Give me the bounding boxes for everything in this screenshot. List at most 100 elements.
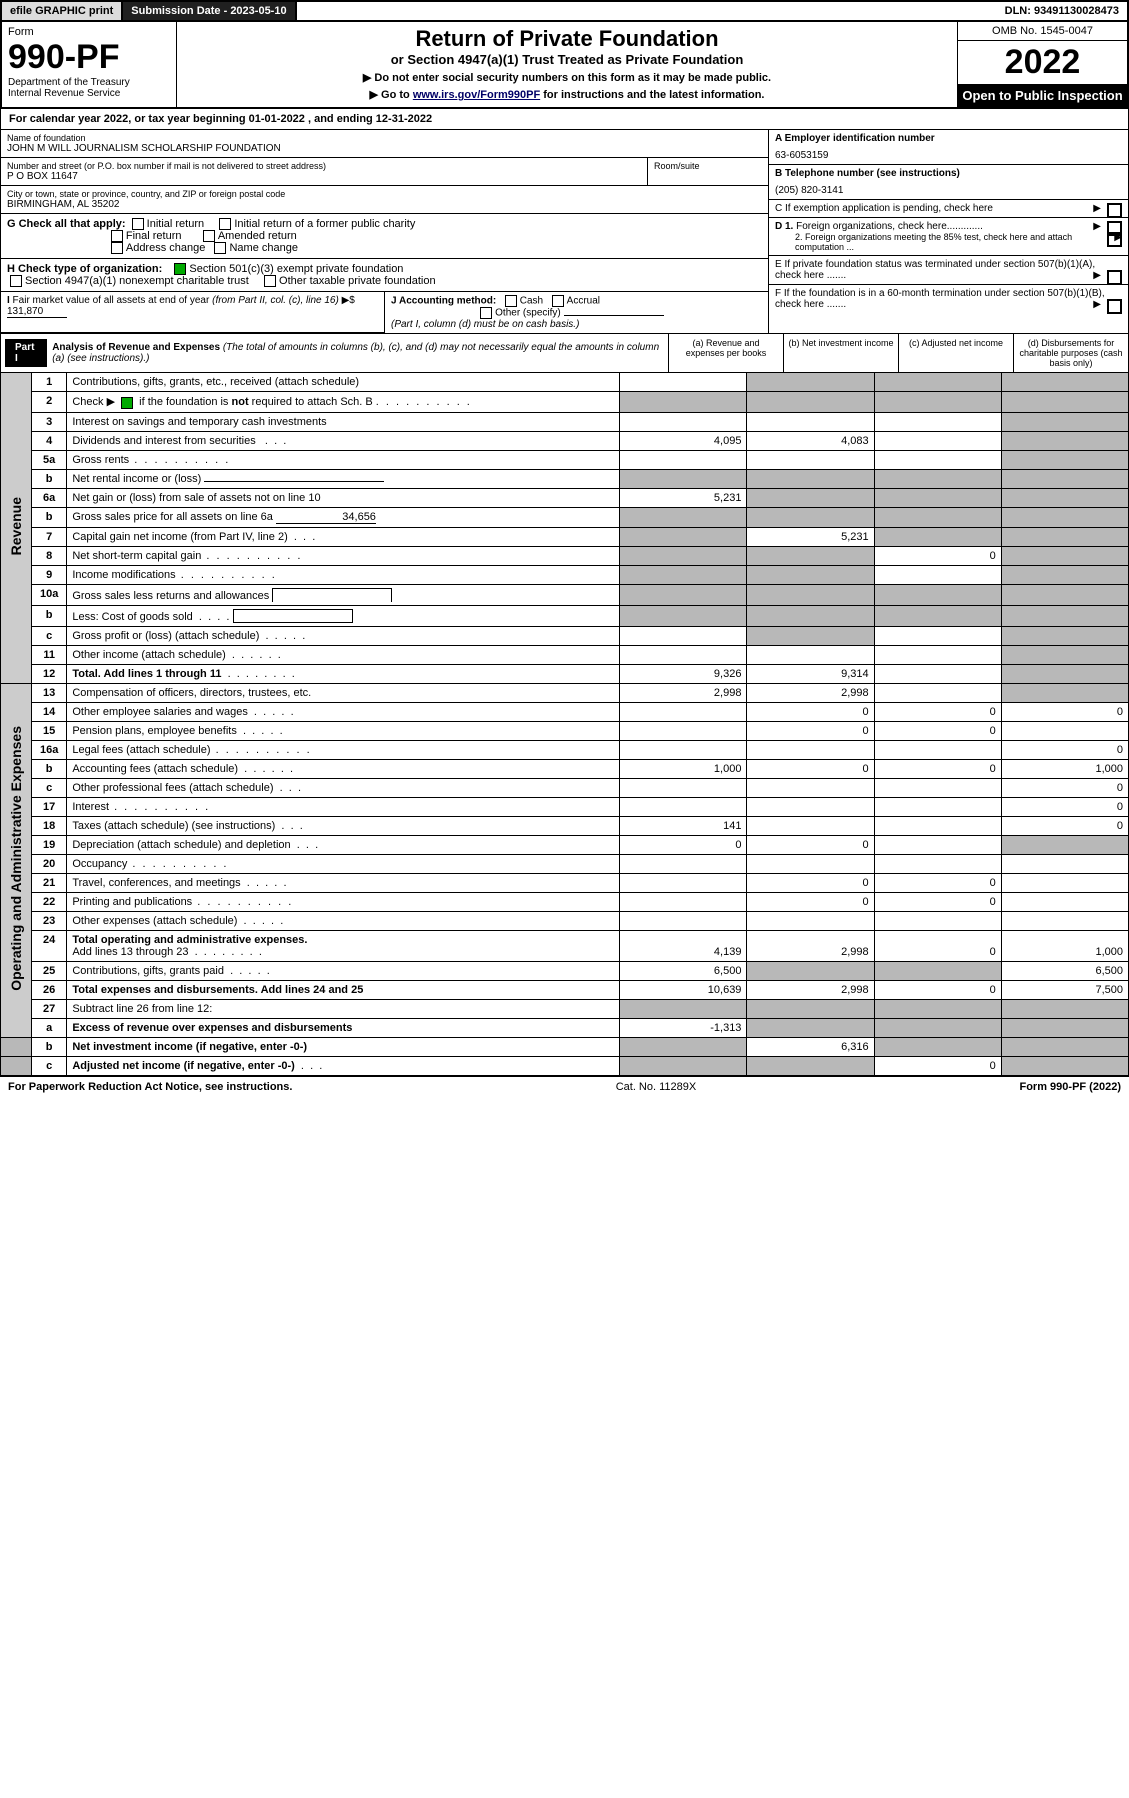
col-b-header: (b) Net investment income xyxy=(783,334,898,372)
opt-amended: Amended return xyxy=(218,230,297,242)
form-header: Form 990-PF Department of the Treasury I… xyxy=(0,22,1129,109)
footer-left: For Paperwork Reduction Act Notice, see … xyxy=(8,1081,292,1093)
opt-final: Final return xyxy=(126,230,182,242)
chk-schb[interactable] xyxy=(121,397,133,409)
part1-title: Analysis of Revenue and Expenses xyxy=(52,342,220,353)
address-value: P O BOX 11647 xyxy=(7,171,641,182)
l11: Other income (attach schedule) . . . . .… xyxy=(67,645,620,664)
d1-label: Foreign organizations, check here.......… xyxy=(796,221,983,232)
l4: Dividends and interest from securities .… xyxy=(67,431,620,450)
l14: Other employee salaries and wages . . . … xyxy=(67,702,620,721)
l24: Total operating and administrative expen… xyxy=(67,930,620,961)
l27b: Net investment income (if negative, ente… xyxy=(67,1037,620,1056)
l27c-c: 0 xyxy=(874,1056,1001,1075)
l15-c: 0 xyxy=(874,721,1001,740)
l25: Contributions, gifts, grants paid . . . … xyxy=(67,961,620,980)
col-d-header: (d) Disbursements for charitable purpose… xyxy=(1013,334,1128,372)
room-label: Room/suite xyxy=(654,161,762,171)
l27b-b: 6,316 xyxy=(747,1037,874,1056)
col-a-header: (a) Revenue and expenses per books xyxy=(668,334,783,372)
opt-501c3: Section 501(c)(3) exempt private foundat… xyxy=(189,263,403,275)
l18-d: 0 xyxy=(1001,816,1128,835)
chk-amended[interactable] xyxy=(203,230,215,242)
l16c-d: 0 xyxy=(1001,778,1128,797)
l16b-b: 0 xyxy=(747,759,874,778)
l16b: Accounting fees (attach schedule) . . . … xyxy=(67,759,620,778)
l22-c: 0 xyxy=(874,892,1001,911)
page-footer: For Paperwork Reduction Act Notice, see … xyxy=(0,1076,1129,1097)
chk-initial-former[interactable] xyxy=(219,218,231,230)
irs-link[interactable]: www.irs.gov/Form990PF xyxy=(413,89,540,101)
address-label: Number and street (or P.O. box number if… xyxy=(7,161,641,171)
l17-d: 0 xyxy=(1001,797,1128,816)
chk-c[interactable] xyxy=(1107,203,1122,218)
chk-accrual[interactable] xyxy=(552,295,564,307)
g-label: G Check all that apply: xyxy=(7,218,126,230)
chk-name-change[interactable] xyxy=(214,242,226,254)
open-public: Open to Public Inspection xyxy=(958,84,1127,107)
l18-a: 141 xyxy=(620,816,747,835)
l16b-c: 0 xyxy=(874,759,1001,778)
l3: Interest on savings and temporary cash i… xyxy=(67,412,620,431)
chk-f[interactable] xyxy=(1107,299,1122,314)
l22: Printing and publications xyxy=(67,892,620,911)
l7: Capital gain net income (from Part IV, l… xyxy=(67,527,620,546)
oae-side-label: Operating and Administrative Expenses xyxy=(8,726,24,991)
chk-4947[interactable] xyxy=(10,275,22,287)
l9: Income modifications xyxy=(67,565,620,584)
l8-c: 0 xyxy=(874,546,1001,565)
i-label: I Fair market value of all assets at end… xyxy=(7,295,355,306)
l27: Subtract line 26 from line 12: xyxy=(67,999,620,1018)
ein-value: 63-6053159 xyxy=(775,144,1122,161)
opt-name: Name change xyxy=(229,242,298,254)
l8: Net short-term capital gain xyxy=(67,546,620,565)
part1-header: Part I Analysis of Revenue and Expenses … xyxy=(0,334,1129,373)
l26-d: 7,500 xyxy=(1001,980,1128,999)
section-h: H Check type of organization: Section 50… xyxy=(1,259,768,292)
part1-label: Part I xyxy=(5,339,47,367)
goto-pre: ▶ Go to xyxy=(370,89,413,101)
chk-cash[interactable] xyxy=(505,295,517,307)
l12-b: 9,314 xyxy=(747,664,874,683)
l14-b: 0 xyxy=(747,702,874,721)
l23: Other expenses (attach schedule) . . . .… xyxy=(67,911,620,930)
l6a-a: 5,231 xyxy=(620,488,747,507)
entity-info: Name of foundation JOHN M WILL JOURNALIS… xyxy=(0,130,1129,334)
c-label: C If exemption application is pending, c… xyxy=(775,203,993,214)
efile-tag[interactable]: efile GRAPHIC print xyxy=(2,2,123,20)
col-c-header: (c) Adjusted net income xyxy=(898,334,1013,372)
chk-e[interactable] xyxy=(1107,270,1122,285)
l7-b: 5,231 xyxy=(747,527,874,546)
tax-year: 2022 xyxy=(958,41,1127,84)
l18: Taxes (attach schedule) (see instruction… xyxy=(67,816,620,835)
l26: Total expenses and disbursements. Add li… xyxy=(67,980,620,999)
l25-d: 6,500 xyxy=(1001,961,1128,980)
footer-mid: Cat. No. 11289X xyxy=(616,1081,697,1093)
l19-b: 0 xyxy=(747,835,874,854)
l16b-d: 1,000 xyxy=(1001,759,1128,778)
l24-b: 2,998 xyxy=(747,930,874,961)
l10c: Gross profit or (loss) (attach schedule)… xyxy=(67,626,620,645)
l13: Compensation of officers, directors, tru… xyxy=(67,683,620,702)
chk-initial-return[interactable] xyxy=(132,218,144,230)
l4-a: 4,095 xyxy=(620,431,747,450)
opt-accrual: Accrual xyxy=(567,296,600,307)
chk-other-method[interactable] xyxy=(480,307,492,319)
l10b: Less: Cost of goods sold . . . . xyxy=(67,605,620,626)
opt-addr: Address change xyxy=(126,242,206,254)
l26-c: 0 xyxy=(874,980,1001,999)
l17: Interest xyxy=(67,797,620,816)
chk-final[interactable] xyxy=(111,230,123,242)
l27a-a: -1,313 xyxy=(620,1018,747,1037)
chk-addr-change[interactable] xyxy=(111,242,123,254)
chk-other-tax[interactable] xyxy=(264,275,276,287)
j-label: J Accounting method: xyxy=(391,296,496,307)
other-specify[interactable] xyxy=(564,315,664,316)
l2: Check ▶ if the foundation is not require… xyxy=(67,392,620,412)
l25-a: 6,500 xyxy=(620,961,747,980)
l4-b: 4,083 xyxy=(747,431,874,450)
l26-a: 10,639 xyxy=(620,980,747,999)
chk-501c3[interactable] xyxy=(174,263,186,275)
l6b-val: 34,656 xyxy=(276,511,376,524)
l13-b: 2,998 xyxy=(747,683,874,702)
